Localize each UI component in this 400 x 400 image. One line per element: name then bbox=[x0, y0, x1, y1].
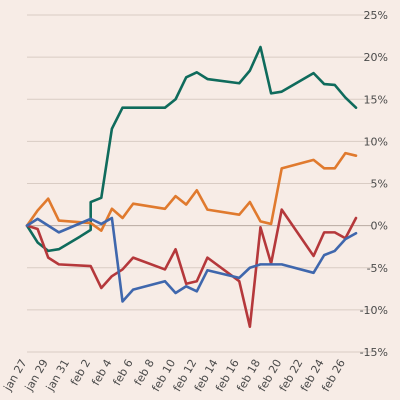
x-tick-label: feb 6 bbox=[110, 357, 135, 388]
x-tick-label: feb 2 bbox=[68, 357, 93, 388]
y-tick-label: -10% bbox=[360, 304, 388, 317]
y-tick-labels: 25% 20% 15% 10% 5% 0% -5% -10% -15% bbox=[360, 9, 388, 359]
grid-lines bbox=[27, 14, 372, 353]
series-line-2 bbox=[25, 151, 358, 232]
y-tick-label: -5% bbox=[367, 262, 388, 275]
series-line-1 bbox=[25, 45, 358, 253]
y-tick-label: 10% bbox=[364, 135, 388, 148]
series-lines bbox=[25, 45, 358, 329]
series-line-3 bbox=[25, 208, 358, 329]
y-tick-label: 0% bbox=[371, 220, 388, 233]
y-tick-label: 20% bbox=[364, 51, 388, 64]
y-tick-label: -15% bbox=[360, 346, 388, 359]
x-tick-label: feb 4 bbox=[89, 357, 114, 388]
y-tick-label: 5% bbox=[371, 178, 388, 191]
y-tick-label: 25% bbox=[364, 9, 388, 22]
y-tick-label: 15% bbox=[364, 93, 388, 106]
series-line-4 bbox=[25, 216, 358, 303]
